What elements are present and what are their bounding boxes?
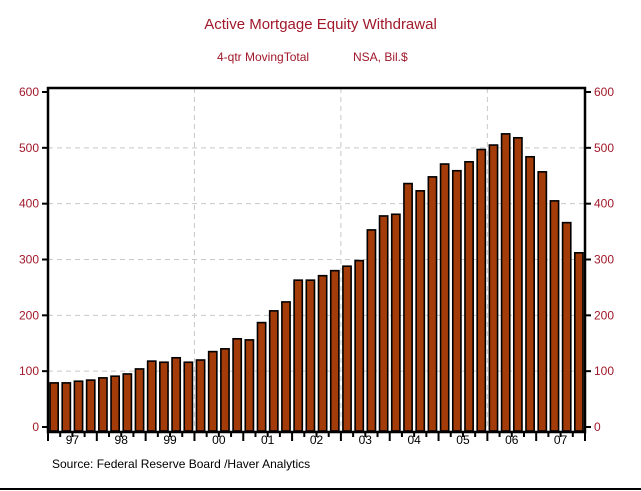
source-note: Source: Federal Reserve Board /Haver Ana…: [52, 457, 311, 471]
x-year-label: 05: [456, 433, 470, 447]
bar-2004Q1: [390, 213, 401, 432]
bar-2007Q4: [573, 252, 584, 432]
bar-2007Q1: [537, 171, 548, 432]
chart-subtitle-left: 4-qtr MovingTotal: [217, 50, 310, 64]
bar-1998Q1: [98, 377, 108, 432]
y-tick-label-left: 400: [19, 197, 39, 211]
chart-subtitle-right: NSA, Bil.$: [353, 50, 408, 64]
bar-1999Q3: [171, 356, 182, 432]
y-tick-label-right: 100: [594, 364, 614, 378]
y-tick-label-left: 300: [19, 253, 39, 267]
y-tick-label-right: 0: [594, 420, 601, 434]
x-year-label: 98: [115, 433, 129, 447]
bar-2001Q4: [281, 301, 291, 432]
bottom-divider: [0, 488, 641, 490]
x-year-label: 00: [212, 433, 226, 447]
bar-2007Q3: [561, 221, 572, 432]
bar-1999Q2: [159, 361, 169, 432]
bar-2006Q1: [488, 144, 499, 432]
x-year-label: 07: [554, 433, 568, 447]
y-tick-label-right: 600: [594, 85, 614, 99]
y-tick-label-right: 400: [594, 197, 614, 211]
bar-1997Q3: [73, 380, 84, 432]
x-year-label: 06: [505, 433, 519, 447]
bar-2000Q2: [207, 350, 218, 432]
bar-2001Q2: [256, 321, 267, 432]
bar-1999Q4: [183, 361, 194, 432]
bar-2000Q1: [195, 359, 206, 432]
bar-1997Q4: [85, 379, 96, 432]
bar-2005Q1: [439, 163, 450, 432]
bar-2003Q2: [354, 259, 365, 432]
bar-2007Q2: [549, 200, 560, 432]
x-year-label: 97: [66, 433, 80, 447]
chart-title: Active Mortgage Equity Withdrawal: [204, 16, 437, 33]
bar-2000Q3: [220, 348, 230, 432]
bar-2002Q2: [305, 279, 316, 432]
x-year-label: 04: [407, 433, 421, 447]
bar-2003Q1: [342, 265, 352, 432]
y-tick-label-right: 500: [594, 141, 614, 155]
bar-1998Q3: [122, 373, 133, 432]
bar-1997Q1: [49, 382, 60, 432]
bar-2000Q4: [232, 337, 243, 432]
bar-1997Q2: [61, 382, 72, 432]
bar-2002Q1: [293, 279, 304, 432]
bar-2001Q3: [268, 310, 279, 432]
bar-2005Q4: [476, 148, 487, 432]
bar-2006Q3: [512, 136, 523, 432]
y-tick-label-left: 0: [32, 420, 39, 434]
bar-1999Q1: [146, 360, 157, 432]
bar-2005Q3: [464, 160, 474, 432]
bar-2002Q4: [329, 269, 340, 432]
y-tick-label-left: 600: [19, 85, 39, 99]
bar-2003Q3: [366, 229, 377, 432]
y-tick-label-right: 300: [594, 253, 614, 267]
y-tick-label-left: 100: [19, 364, 39, 378]
x-year-label: 99: [163, 433, 177, 447]
bar-2006Q2: [500, 133, 511, 432]
bar-2004Q2: [403, 182, 413, 432]
bar-2003Q4: [378, 215, 389, 432]
bar-1998Q2: [110, 375, 121, 432]
x-year-label: 03: [359, 433, 373, 447]
bar-2004Q3: [415, 190, 426, 432]
bar-2006Q4: [525, 155, 535, 432]
x-year-label: 02: [310, 433, 324, 447]
bar-2004Q4: [427, 176, 438, 432]
y-tick-label-left: 200: [19, 308, 39, 322]
x-year-label: 01: [261, 433, 275, 447]
bar-2002Q3: [317, 274, 328, 432]
bar-1998Q4: [134, 368, 145, 432]
y-tick-label-left: 500: [19, 141, 39, 155]
y-tick-label-right: 200: [594, 308, 614, 322]
bar-2001Q1: [244, 339, 255, 432]
bar-2005Q2: [451, 169, 462, 432]
